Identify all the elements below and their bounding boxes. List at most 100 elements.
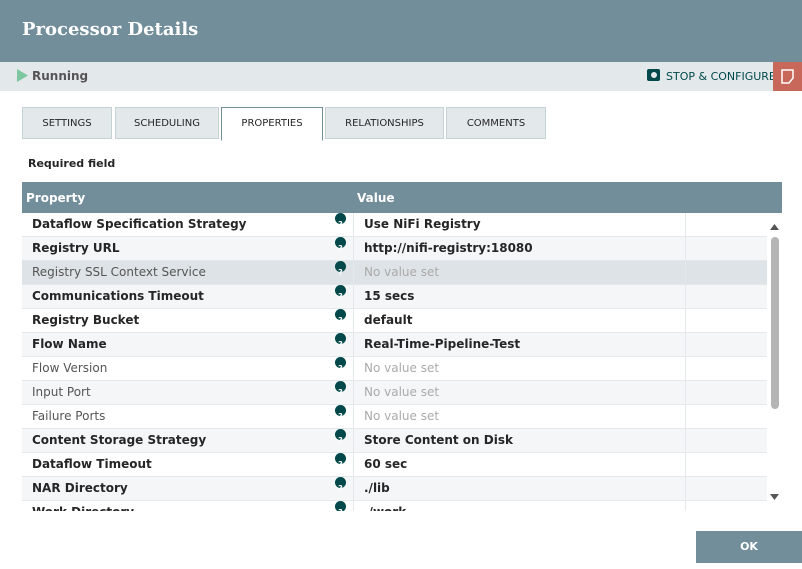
table-row[interactable]: Communications Timeout? 15 secs [22,285,767,309]
footer [0,527,802,569]
table-row[interactable]: Failure Ports? No value set [22,405,767,429]
tab[interactable]: SCHEDULING [115,107,219,139]
table-row[interactable]: Work Directory? ./work [22,501,767,511]
property-name: Registry URL [32,241,120,255]
property-name: Input Port [32,385,91,399]
property-value: No value set [364,385,440,399]
property-value: ./work [364,501,406,511]
column-header: Value [357,191,395,205]
column-divider [685,501,686,511]
property-value: http://nifi-registry:18080 [364,241,533,255]
table-body: Dataflow Specification Strategy? Use NiFi… [22,213,767,511]
help-icon[interactable]: ? [335,501,346,511]
help-icon[interactable]: ? [335,405,346,421]
column-divider [353,213,354,237]
column-divider [685,453,686,477]
help-icon[interactable]: ? [335,357,346,373]
property-name: Communications Timeout [32,289,204,303]
column-divider [353,405,354,429]
scrollbar[interactable] [767,213,782,511]
column-divider [353,501,354,511]
column-divider [353,261,354,285]
property-value: 15 secs [364,289,415,303]
property-value: No value set [364,409,440,423]
table-row[interactable]: Registry Bucket? default [22,309,767,333]
notes-button[interactable] [773,62,802,91]
help-icon[interactable]: ? [335,381,346,397]
property-value: ./lib [364,481,390,495]
column-divider [685,285,686,309]
property-value: 60 sec [364,457,408,471]
column-divider [353,453,354,477]
property-name: Work Directory [32,501,134,511]
column-divider [685,237,686,261]
column-divider [353,309,354,333]
property-name: Content Storage Strategy [32,433,207,447]
table-row[interactable]: Input Port? No value set [22,381,767,405]
column-divider [685,357,686,381]
column-divider [685,477,686,501]
property-name: Failure Ports [32,409,106,423]
property-name: Dataflow Timeout [32,457,152,471]
help-icon[interactable]: ? [335,477,346,493]
table-row[interactable]: Dataflow Specification Strategy? Use NiFi… [22,213,767,237]
property-value: default [364,313,413,327]
table-row[interactable]: Flow Version? No value set [22,357,767,381]
ok-button[interactable]: OK [696,531,802,563]
table-row[interactable]: Registry URL? http://nifi-registry:18080 [22,237,767,261]
help-icon[interactable]: ? [335,213,346,229]
column-divider [685,381,686,405]
property-name: NAR Directory [32,481,128,495]
status-text: Running [32,69,89,83]
help-icon[interactable]: ? [335,261,346,277]
table-row[interactable]: Content Storage Strategy? Store Content o… [22,429,767,453]
column-divider [353,237,354,261]
help-icon[interactable]: ? [335,453,346,469]
property-value: Store Content on Disk [364,433,513,447]
stop-configure-button[interactable]: STOP & CONFIGURE [666,70,776,83]
column-divider [685,405,686,429]
column-divider [353,429,354,453]
column-divider [685,309,686,333]
column-divider [685,333,686,357]
status-bar: Running STOP & CONFIGURE [0,62,802,91]
property-name: Registry SSL Context Service [32,265,206,279]
column-divider [353,381,354,405]
help-icon[interactable]: ? [335,285,346,301]
table-row[interactable]: Flow Name? Real-Time-Pipeline-Test [22,333,767,357]
tab[interactable]: SETTINGS [22,107,112,139]
table-row[interactable]: Registry SSL Context Service? No value se… [22,261,767,285]
tab[interactable]: COMMENTS [446,107,546,139]
table-header: Property Value [22,182,782,213]
column-divider [353,285,354,309]
tab[interactable]: PROPERTIES [221,107,323,141]
help-icon[interactable]: ? [335,333,346,349]
running-icon [17,69,28,82]
dialog-title: Processor Details [22,19,199,40]
help-icon[interactable]: ? [335,429,346,445]
required-label: Required field [28,157,116,170]
property-name: Flow Version [32,361,108,375]
property-name: Flow Name [32,337,107,351]
help-icon[interactable]: ? [335,237,346,253]
property-name: Registry Bucket [32,313,140,327]
column-header: Property [26,191,86,205]
column-divider [353,357,354,381]
table-row[interactable]: Dataflow Timeout? 60 sec [22,453,767,477]
dialog-header: Processor Details [0,0,802,62]
column-divider [353,477,354,501]
tab[interactable]: RELATIONSHIPS [325,107,444,139]
property-value: Use NiFi Registry [364,217,481,231]
column-divider [685,261,686,285]
column-divider [685,213,686,237]
table-row[interactable]: NAR Directory? ./lib [22,477,767,501]
property-name: Dataflow Specification Strategy [32,217,247,231]
help-icon[interactable]: ? [335,309,346,325]
property-value: Real-Time-Pipeline-Test [364,337,521,351]
configure-icon[interactable] [647,68,662,82]
property-value: No value set [364,265,440,279]
property-value: No value set [364,361,440,375]
column-divider [685,429,686,453]
column-divider [353,333,354,357]
